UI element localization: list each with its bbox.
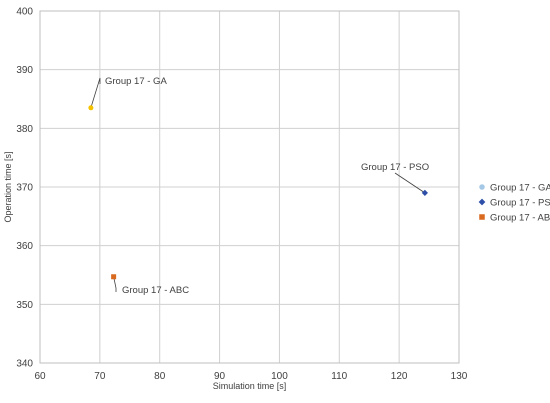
data-label: Group 17 - ABC bbox=[122, 285, 189, 296]
x-tick-label: 60 bbox=[34, 371, 46, 382]
grid bbox=[39, 10, 460, 364]
x-tick-label: 80 bbox=[154, 371, 166, 382]
y-tick-label: 350 bbox=[16, 300, 33, 311]
data-label: Group 17 - PSO bbox=[361, 162, 429, 173]
legend-label: Group 17 - GA bbox=[490, 183, 550, 194]
y-tick-label: 400 bbox=[16, 7, 33, 18]
legend: Group 17 - GA Group 17 - PSO Group 17 - AB… bbox=[478, 183, 550, 224]
plot-area-frame bbox=[39, 10, 460, 364]
data-label-leader bbox=[90, 77, 101, 108]
y-tick-label: 390 bbox=[16, 65, 33, 76]
x-tick-label: 110 bbox=[331, 371, 347, 382]
data-point bbox=[421, 189, 428, 196]
legend-label: Group 17 - ABC bbox=[490, 213, 550, 224]
data-label-leaders bbox=[90, 77, 426, 292]
x-tick-label: 120 bbox=[391, 371, 408, 382]
x-axis-ticks: 60 70 80 90 100 110 120 130 bbox=[34, 371, 467, 382]
y-axis-title: Operation time [s] bbox=[3, 151, 13, 222]
y-tick-label: 340 bbox=[16, 359, 33, 370]
data-points bbox=[88, 105, 428, 280]
x-axis-title: Simulation time [s] bbox=[213, 381, 287, 391]
y-tick-label: 380 bbox=[16, 124, 33, 135]
y-tick-label: 370 bbox=[16, 183, 33, 194]
x-tick-label: 70 bbox=[94, 371, 106, 382]
legend-marker bbox=[479, 214, 485, 220]
x-tick-label: 100 bbox=[271, 371, 288, 382]
y-axis-ticks: 340 350 360 370 380 390 400 bbox=[16, 7, 33, 370]
data-label: Group 17 - GA bbox=[105, 76, 167, 87]
legend-marker bbox=[479, 184, 485, 190]
data-point bbox=[111, 274, 117, 280]
legend-marker bbox=[478, 198, 486, 206]
data-label-leader bbox=[113, 276, 117, 292]
y-tick-label: 360 bbox=[16, 241, 33, 252]
x-tick-label: 130 bbox=[451, 371, 468, 382]
data-labels: Group 17 - GA Group 17 - PSO Group 17 - AB… bbox=[105, 76, 429, 296]
legend-label: Group 17 - PSO bbox=[490, 198, 550, 209]
x-tick-label: 90 bbox=[214, 371, 226, 382]
data-label-leader bbox=[394, 172, 426, 194]
data-point bbox=[88, 105, 94, 111]
